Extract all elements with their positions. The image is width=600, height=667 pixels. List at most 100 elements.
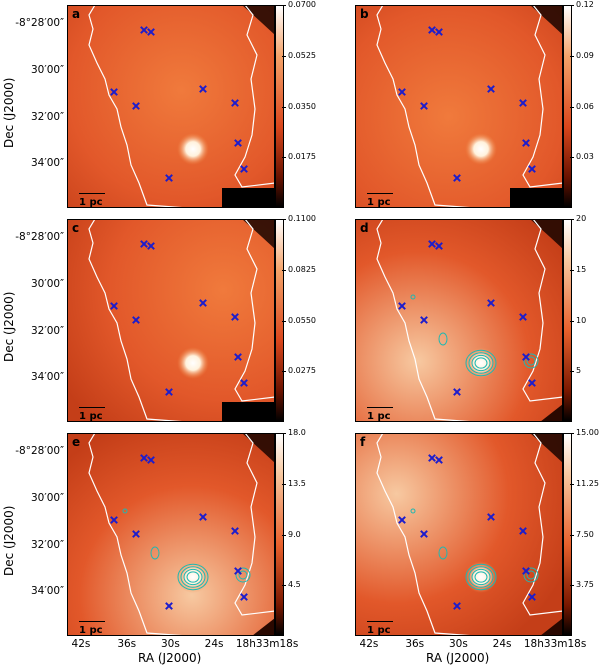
- source-marker: [140, 26, 148, 34]
- colorbar-tick-label: 0.0175: [282, 152, 316, 162]
- scale-bar: [79, 621, 105, 622]
- panel-label: b: [360, 7, 369, 21]
- colorbar-tick-label: 0.03: [570, 152, 594, 162]
- panel-b: b 1 pc: [355, 5, 563, 208]
- source-marker: [528, 593, 536, 601]
- source-marker: [528, 165, 536, 173]
- source-marker: [453, 388, 461, 396]
- source-marker: [435, 28, 443, 36]
- sky-image: [355, 5, 563, 208]
- colorbar-tick-label: 15: [569, 264, 587, 274]
- source-marker: [453, 602, 461, 610]
- ra-tick-label: 18h33m18s: [235, 638, 299, 650]
- scale-bar: [367, 407, 393, 408]
- source-marker: [420, 102, 428, 110]
- sky-image: [67, 219, 275, 422]
- panel-label: a: [72, 7, 81, 21]
- source-marker: [240, 593, 248, 601]
- source-marker: [231, 527, 239, 535]
- scale-bar-label: 1 pc: [367, 625, 391, 636]
- source-marker: [147, 28, 155, 36]
- dec-tick-label: 32′00″: [30, 324, 64, 337]
- source-marker: [110, 302, 118, 310]
- colorbar-tick-label: 9.0: [282, 529, 301, 539]
- dec-tick-label: 34′00″: [30, 371, 64, 384]
- source-marker: [487, 513, 495, 521]
- ra-tick-label: 24s: [492, 638, 512, 650]
- scale-bar-label: 1 pc: [79, 411, 103, 422]
- colorbar-tick-label: 0.0550: [282, 315, 316, 325]
- dec-tick-label: 34′00″: [30, 585, 64, 598]
- source-marker: [147, 242, 155, 250]
- colorbar-tick-label: 0.1100: [282, 214, 316, 223]
- panel-label: d: [360, 221, 369, 235]
- source-marker: [522, 567, 530, 575]
- source-marker: [147, 456, 155, 464]
- colorbar-tick-label: 3.75: [570, 580, 594, 590]
- panel-label: e: [72, 435, 81, 449]
- source-marker: [140, 240, 148, 248]
- dec-tick-label: 30′00″: [30, 277, 64, 290]
- source-marker: [420, 530, 428, 538]
- scale-bar: [367, 621, 393, 622]
- colorbar-tick-label: 20: [569, 214, 587, 223]
- source-marker: [398, 516, 406, 524]
- source-marker: [487, 299, 495, 307]
- source-marker: [165, 174, 173, 182]
- source-marker: [519, 313, 527, 321]
- colorbar-tick-label: 15.00: [570, 428, 599, 437]
- source-marker: [519, 99, 527, 107]
- dec-tick-label: 30′00″: [30, 63, 64, 76]
- ra-tick-label: 30s: [449, 638, 468, 650]
- colorbar-tick-label: 13.5: [282, 478, 306, 488]
- source-marker: [522, 139, 530, 147]
- scale-bar: [367, 193, 393, 194]
- source-marker: [398, 302, 406, 310]
- colorbar-tick-label: 11.25: [570, 478, 599, 488]
- colorbar-tick-label: 4.5: [282, 580, 301, 590]
- panel-a: a 1 pc: [67, 5, 275, 208]
- x-axis-label: RA (J2000): [138, 651, 202, 665]
- panel-label: f: [360, 435, 366, 449]
- dec-tick-label: 34′00″: [30, 157, 64, 170]
- source-marker: [240, 165, 248, 173]
- colorbar-tick-label: 7.50: [570, 529, 594, 539]
- source-marker: [199, 299, 207, 307]
- scale-bar-label: 1 pc: [79, 197, 103, 208]
- source-marker: [140, 454, 148, 462]
- colorbar-tick-label: 0.06: [570, 101, 594, 111]
- x-axis-label: RA (J2000): [426, 651, 490, 665]
- source-marker: [231, 99, 239, 107]
- source-marker: [398, 88, 406, 96]
- source-marker: [132, 530, 140, 538]
- colorbar-tick-label: 0.0700: [282, 0, 316, 9]
- scale-bar-label: 1 pc: [79, 625, 103, 636]
- colorbar-tick-label: 5: [569, 366, 582, 376]
- colorbar-tick-label: 10: [569, 315, 587, 325]
- ra-tick-label: 42s: [359, 638, 379, 650]
- source-marker: [428, 454, 436, 462]
- dec-tick-label: 32′00″: [30, 110, 64, 123]
- source-marker: [110, 516, 118, 524]
- source-marker: [234, 139, 242, 147]
- dec-tick-label: 32′00″: [30, 538, 64, 551]
- scale-bar-label: 1 pc: [367, 411, 391, 422]
- source-marker: [165, 602, 173, 610]
- dec-tick-label: -8°28′00″: [15, 231, 64, 244]
- dec-tick-label: 30′00″: [30, 491, 64, 504]
- source-marker: [428, 26, 436, 34]
- source-marker: [528, 379, 536, 387]
- source-marker: [110, 88, 118, 96]
- source-marker: [453, 174, 461, 182]
- dec-tick-label: -8°28′00″: [15, 445, 64, 458]
- source-marker: [428, 240, 436, 248]
- source-marker: [234, 567, 242, 575]
- colorbar-tick-label: 0.0825: [282, 264, 316, 274]
- source-marker: [165, 388, 173, 396]
- panel-d: d 1 pc: [355, 219, 563, 422]
- colorbar-tick-label: 18.0: [282, 428, 306, 437]
- source-marker: [132, 316, 140, 324]
- source-marker: [132, 102, 140, 110]
- ra-tick-label: 36s: [117, 638, 137, 650]
- colorbar-tick-label: 0.09: [570, 50, 594, 60]
